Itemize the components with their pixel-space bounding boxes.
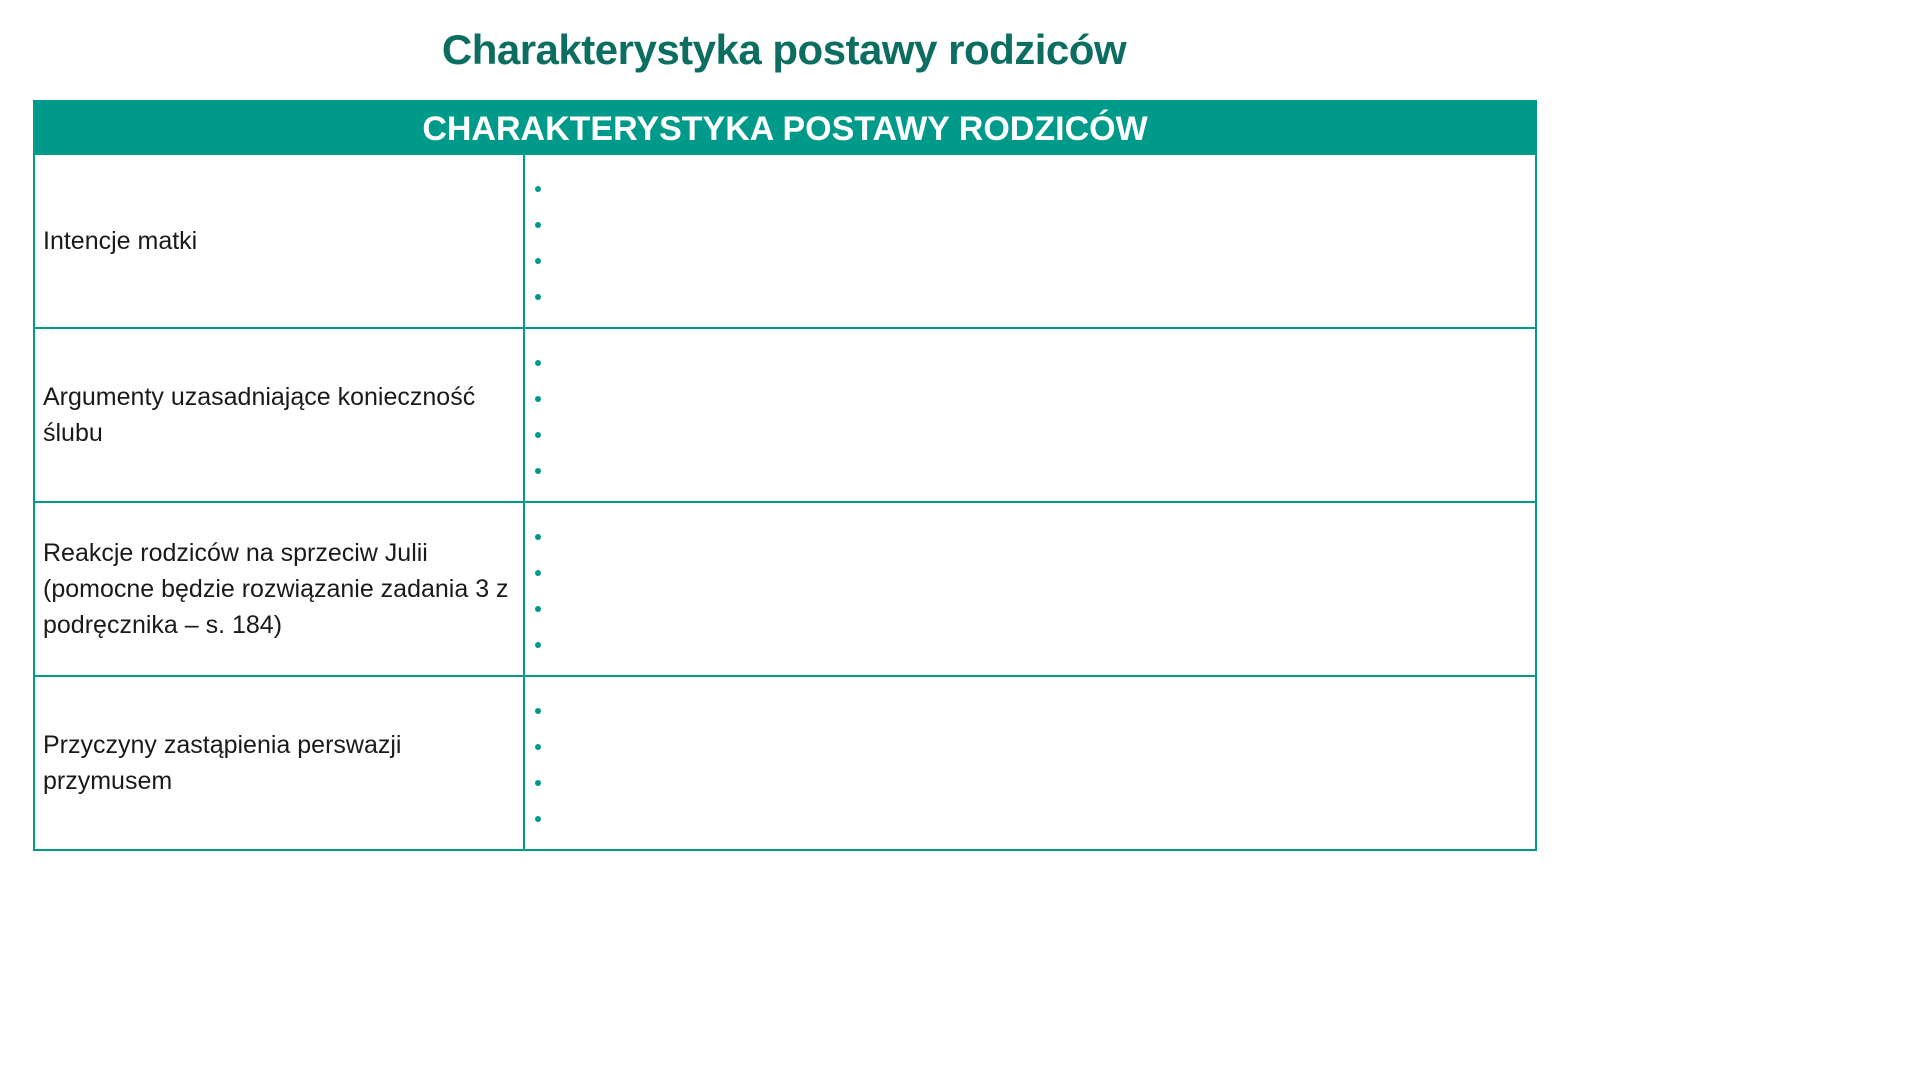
bullet-icon [535,279,1535,315]
bullet-icon [535,555,1535,591]
bullet-icon [535,627,1535,663]
table-row: Przyczyny zastąpienia perswazji przymuse… [35,675,1535,849]
answer-cell[interactable] [525,155,1535,327]
answer-cell[interactable] [525,329,1535,501]
bullet-icon [535,765,1535,801]
bullet-icon [535,519,1535,555]
bullet-icon [535,693,1535,729]
bullet-icon [535,207,1535,243]
table-row: Argumenty uzasadniające konieczność ślub… [35,327,1535,501]
worksheet-table: CHARAKTERYSTYKA POSTAWY RODZICÓW Intencj… [33,100,1537,851]
row-label: Przyczyny zastąpienia perswazji przymuse… [35,677,525,849]
row-label: Reakcje rodziców na sprzeciw Julii (pomo… [35,503,525,675]
row-label: Intencje matki [35,155,525,327]
bullet-icon [535,243,1535,279]
row-label: Argumenty uzasadniające konieczność ślub… [35,329,525,501]
answer-cell[interactable] [525,677,1535,849]
bullet-icon [535,417,1535,453]
bullet-icon [535,171,1535,207]
bullet-icon [535,453,1535,489]
table-row: Intencje matki [35,153,1535,327]
bullet-icon [535,345,1535,381]
answer-cell[interactable] [525,503,1535,675]
bullet-icon [535,381,1535,417]
bullet-icon [535,591,1535,627]
table-header: CHARAKTERYSTYKA POSTAWY RODZICÓW [35,102,1535,153]
table-row: Reakcje rodziców na sprzeciw Julii (pomo… [35,501,1535,675]
bullet-icon [535,729,1535,765]
bullet-icon [535,801,1535,837]
page-title: Charakterystyka postawy rodziców [441,26,1127,73]
